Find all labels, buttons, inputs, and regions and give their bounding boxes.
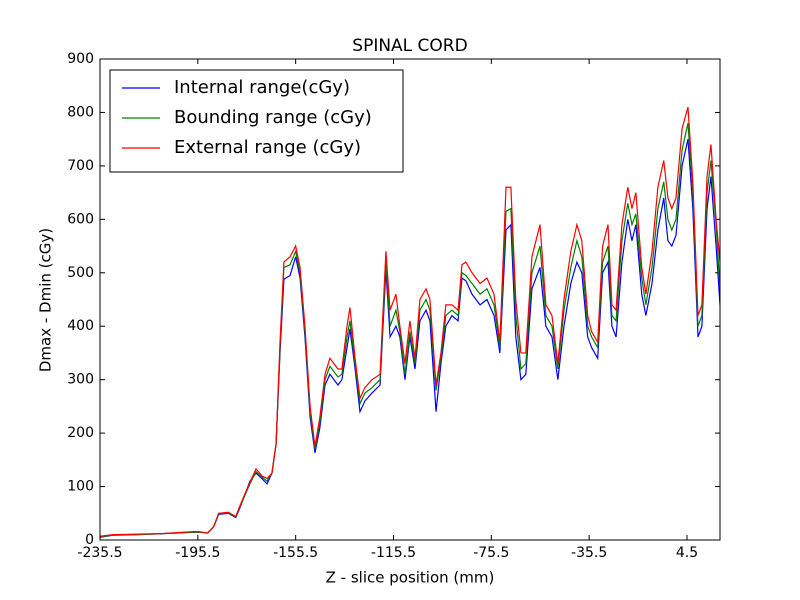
x-tick-label: -115.5: [371, 545, 416, 561]
y-tick-label: 200: [67, 425, 94, 441]
series-line: [100, 106, 720, 537]
y-axis-label: Dmax - Dmin (cGy): [37, 228, 55, 372]
x-tick-label: -195.5: [175, 545, 220, 561]
legend: Internal range(cGy) Bounding range (cGy) E…: [109, 69, 404, 173]
chart-title: SPINAL CORD: [352, 36, 467, 56]
x-tick-label: -235.5: [77, 545, 122, 561]
y-tick-label: 900: [67, 51, 94, 67]
legend-label: Bounding range (cGy): [174, 107, 372, 128]
legend-box: [109, 69, 404, 173]
plot-frame: [99, 58, 721, 541]
legend-label: External range (cGy): [174, 137, 361, 158]
x-tick-label: -155.5: [273, 545, 318, 561]
legend-label: Internal range(cGy): [174, 77, 350, 98]
y-tick-label: 500: [67, 265, 94, 281]
y-tick-label: 0: [85, 532, 94, 548]
x-axis-label: Z - slice position (mm): [326, 569, 495, 587]
y-tick-label: 400: [67, 318, 94, 334]
x-tick-label: 4.5: [676, 545, 698, 561]
y-tick-label: 800: [67, 104, 94, 120]
y-tick-label: 600: [67, 211, 94, 227]
x-tick-label: -35.5: [571, 545, 607, 561]
x-tick-label: -75.5: [473, 545, 509, 561]
y-tick-label: 300: [67, 372, 94, 388]
y-tick-label: 100: [67, 479, 94, 495]
y-tick-label: 700: [67, 158, 94, 174]
